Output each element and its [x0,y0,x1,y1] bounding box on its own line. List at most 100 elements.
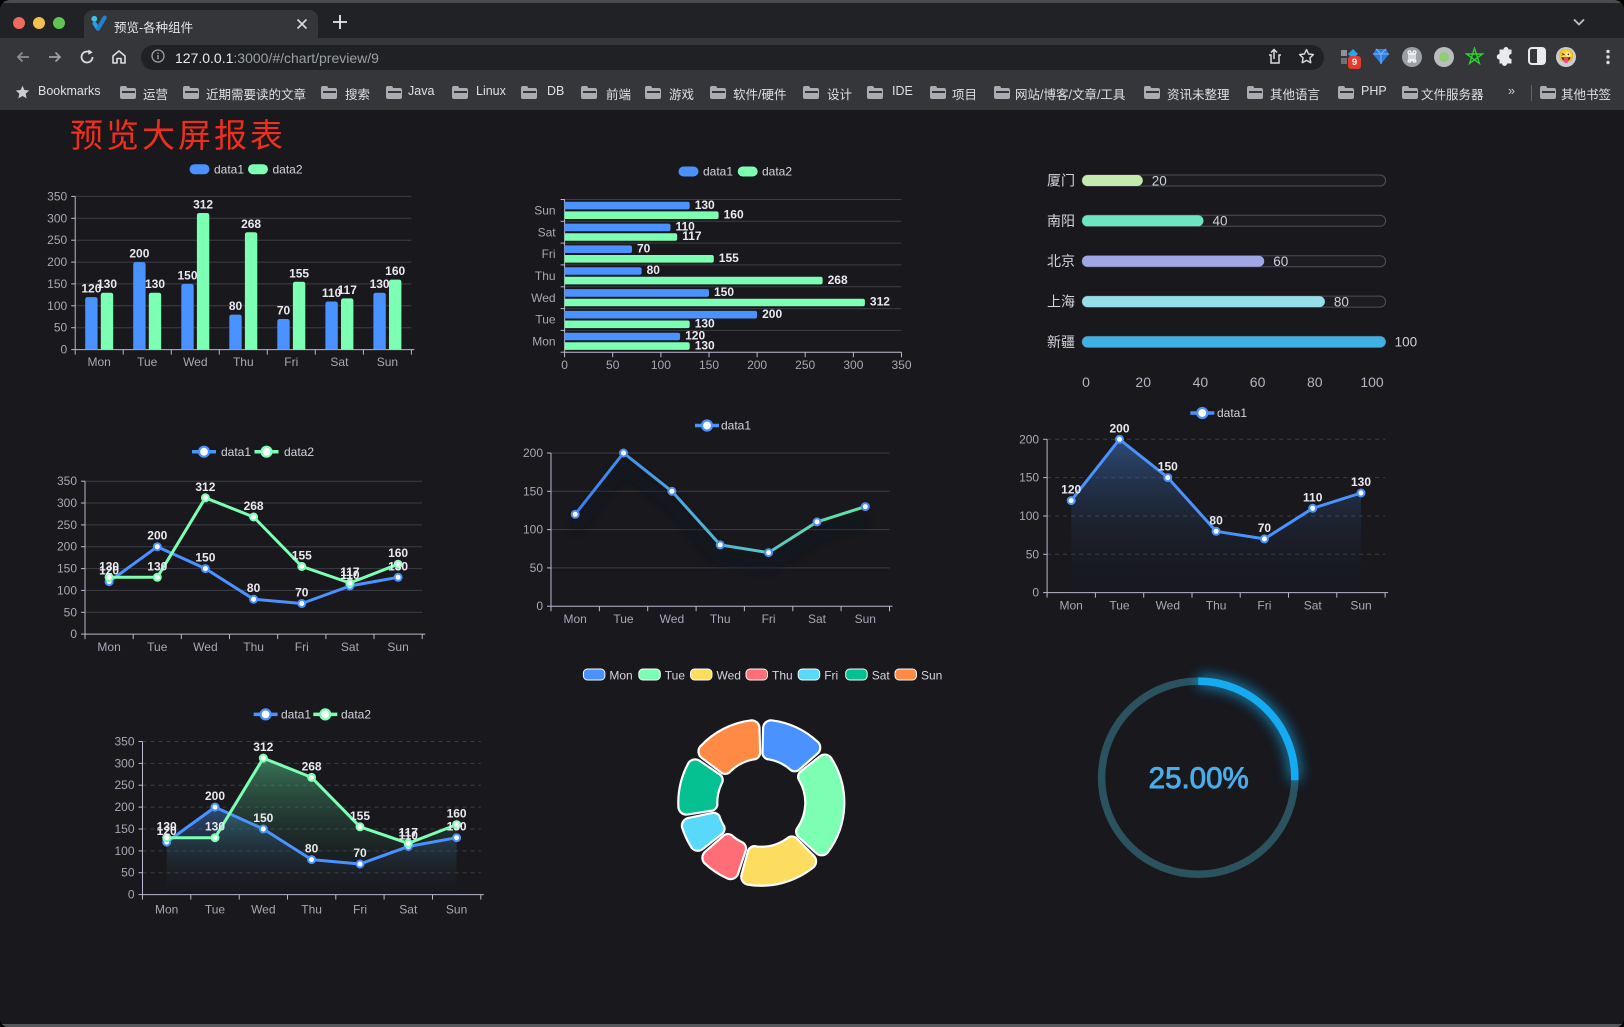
svg-text:200: 200 [747,358,767,372]
svg-text:200: 200 [114,800,134,814]
svg-text:data1: data1 [1217,406,1247,420]
svg-text:25.00%: 25.00% [1149,762,1249,795]
svg-text:117: 117 [682,229,702,243]
svg-text:Wed: Wed [251,903,275,917]
svg-text:120: 120 [157,824,177,838]
svg-text:130: 130 [370,277,390,291]
svg-text:上海: 上海 [1047,294,1075,310]
svg-text:150: 150 [195,551,215,565]
svg-text:20: 20 [1152,173,1167,188]
svg-text:312: 312 [870,295,890,309]
svg-text:Fri: Fri [353,903,367,917]
svg-text:150: 150 [177,268,197,282]
svg-text:Mon: Mon [97,640,120,654]
svg-text:150: 150 [1158,460,1178,474]
svg-text:130: 130 [1351,475,1371,489]
svg-text:Sun: Sun [534,204,555,218]
svg-text:Thu: Thu [772,669,793,683]
svg-text:117: 117 [340,565,360,579]
svg-text:Sat: Sat [330,355,349,369]
svg-text:117: 117 [399,825,419,839]
svg-text:Mon: Mon [609,669,632,683]
svg-text:Sat: Sat [399,903,418,917]
svg-text:Fri: Fri [824,669,838,683]
svg-text:200: 200 [1019,432,1039,446]
svg-text:0: 0 [1082,374,1090,390]
svg-text:Wed: Wed [660,612,684,626]
svg-text:Fri: Fri [295,640,309,654]
svg-text:300: 300 [114,756,134,770]
svg-text:北京: 北京 [1047,253,1075,269]
svg-text:data1: data1 [221,445,251,459]
svg-text:200: 200 [129,247,149,261]
svg-text:70: 70 [1258,521,1272,535]
svg-text:155: 155 [292,548,312,562]
svg-text:40: 40 [1193,374,1209,390]
svg-text:Tue: Tue [665,669,686,683]
svg-text:130: 130 [145,277,165,291]
svg-text:Sun: Sun [377,355,398,369]
svg-text:Tue: Tue [137,355,158,369]
svg-text:50: 50 [530,561,544,575]
svg-text:160: 160 [447,807,467,821]
svg-text:Thu: Thu [535,269,556,283]
svg-text:Wed: Wed [183,355,207,369]
svg-text:120: 120 [81,282,101,296]
svg-text:150: 150 [714,285,734,299]
svg-text:0: 0 [1032,586,1039,600]
svg-text:150: 150 [699,358,719,372]
svg-text:70: 70 [637,241,651,255]
svg-text:100: 100 [651,358,671,372]
svg-text:50: 50 [64,605,78,619]
svg-text:data2: data2 [284,445,314,459]
svg-text:117: 117 [338,283,358,297]
svg-text:110: 110 [322,286,342,300]
svg-text:0: 0 [561,358,568,372]
svg-text:Tue: Tue [1109,599,1130,613]
svg-text:data1: data1 [703,165,733,179]
svg-text:0: 0 [70,627,77,641]
svg-text:200: 200 [523,446,543,460]
svg-text:350: 350 [47,189,67,203]
svg-text:268: 268 [241,217,261,231]
svg-text:Mon: Mon [532,335,555,349]
svg-text:250: 250 [57,518,77,532]
svg-text:Sun: Sun [855,612,876,626]
svg-text:Thu: Thu [301,903,322,917]
svg-text:data1: data1 [281,708,311,722]
svg-text:268: 268 [302,759,322,773]
svg-text:0: 0 [61,343,68,357]
svg-text:100: 100 [1360,374,1384,390]
svg-text:130: 130 [205,820,225,834]
svg-text:100: 100 [1395,335,1418,350]
svg-text:Sun: Sun [446,903,467,917]
svg-text:Mon: Mon [1060,599,1083,613]
svg-text:Thu: Thu [710,612,731,626]
svg-text:120: 120 [685,329,705,343]
svg-text:150: 150 [114,822,134,836]
svg-text:110: 110 [676,220,696,234]
svg-text:150: 150 [253,811,273,825]
svg-text:Wed: Wed [1156,599,1180,613]
svg-text:data2: data2 [341,708,371,722]
svg-text:130: 130 [447,820,467,834]
svg-text:50: 50 [54,321,68,335]
svg-text:100: 100 [114,844,134,858]
svg-text:100: 100 [57,583,77,597]
svg-text:130: 130 [695,198,715,212]
svg-text:312: 312 [193,198,213,212]
svg-text:80: 80 [229,299,243,313]
svg-text:厦门: 厦门 [1047,173,1075,189]
svg-text:300: 300 [47,211,67,225]
svg-text:70: 70 [295,586,309,600]
svg-text:110: 110 [399,829,419,843]
svg-text:160: 160 [724,207,744,221]
svg-text:data1: data1 [721,419,751,433]
svg-text:130: 130 [695,317,715,331]
svg-text:50: 50 [121,866,135,880]
svg-text:Mon: Mon [88,355,111,369]
svg-text:0: 0 [536,599,543,613]
svg-text:南阳: 南阳 [1047,213,1075,229]
svg-text:Fri: Fri [1257,599,1271,613]
svg-text:200: 200 [762,307,782,321]
